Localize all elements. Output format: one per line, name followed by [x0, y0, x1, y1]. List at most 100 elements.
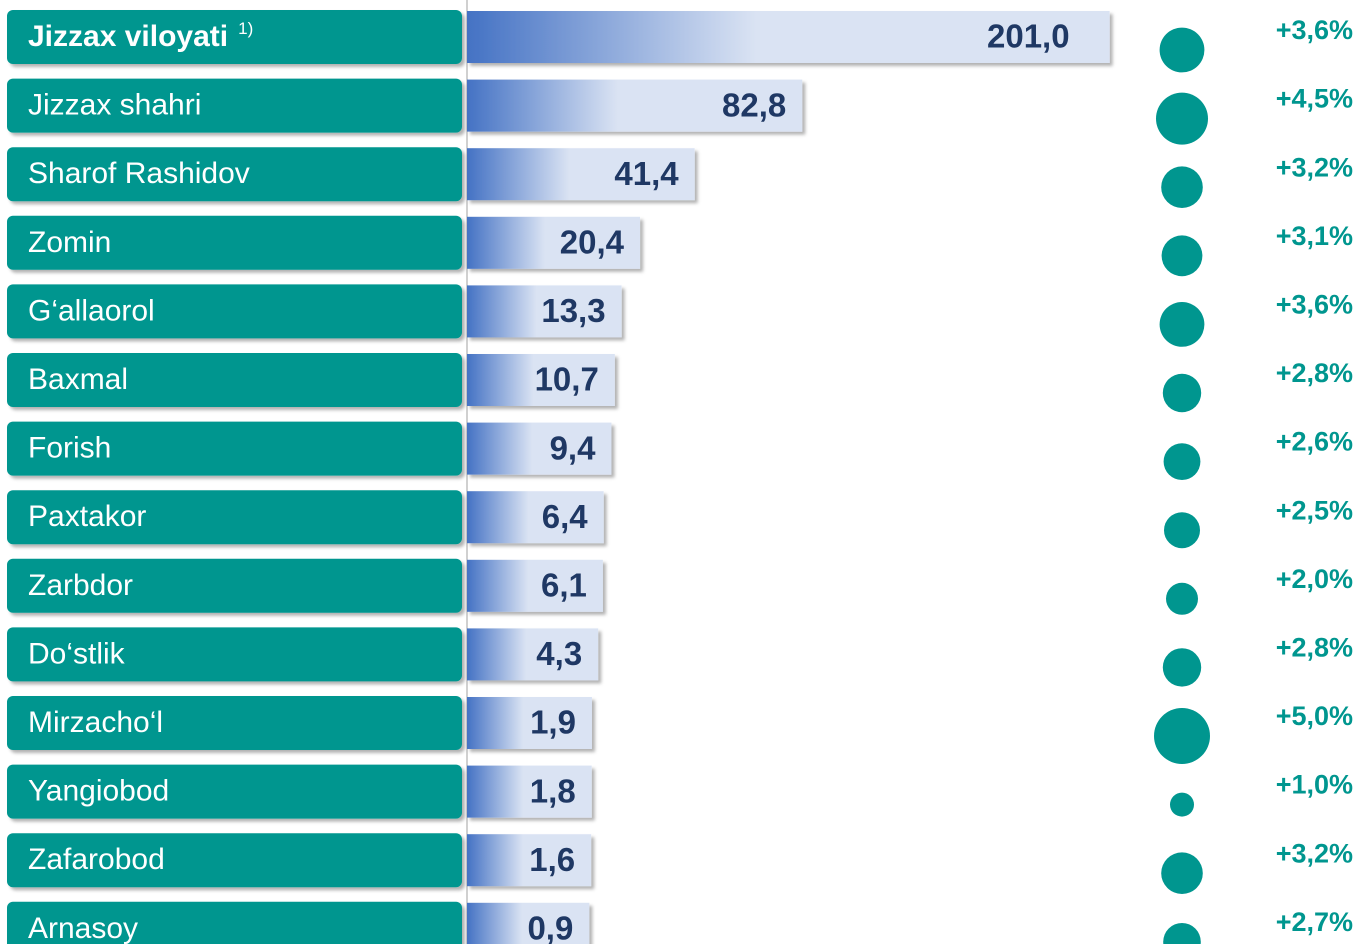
- value-label: 6,4: [542, 498, 589, 535]
- category-label: Sharof Rashidov: [28, 157, 250, 190]
- change-bubble: [1170, 792, 1194, 817]
- category-text: G‘allaorol: [28, 294, 155, 327]
- change-bubble: [1159, 302, 1205, 347]
- change-label: +2,6%: [1276, 427, 1353, 457]
- change-bubble: [1161, 852, 1203, 894]
- change-label: +1,0%: [1276, 770, 1353, 800]
- value-label: 1,8: [530, 772, 576, 809]
- value-label: 41,4: [614, 155, 679, 192]
- category-label: Mirzacho‘l: [28, 706, 163, 739]
- category-label: Zomin: [28, 226, 111, 259]
- bar: [467, 285, 622, 338]
- change-bubble: [1162, 648, 1202, 687]
- bar: [467, 11, 1110, 63]
- change-label: +2,8%: [1276, 358, 1353, 388]
- value-label: 10,7: [535, 361, 599, 398]
- bar: [467, 834, 592, 887]
- change-bubble: [1162, 373, 1202, 413]
- category-text: Mirzacho‘l: [28, 706, 163, 739]
- change-label: +2,0%: [1276, 564, 1353, 594]
- change-bubble: [1163, 443, 1201, 480]
- category-text: Arnasoy: [28, 912, 138, 944]
- value-label: 20,4: [560, 224, 625, 261]
- category-box: [7, 764, 462, 819]
- value-label: 82,8: [722, 86, 786, 123]
- category-box: [7, 78, 462, 133]
- change-bubble: [1166, 582, 1198, 615]
- change-label: +2,7%: [1276, 907, 1353, 937]
- category-box: [7, 284, 462, 339]
- change-label: +3,2%: [1276, 152, 1353, 182]
- category-label: Zafarobod: [28, 843, 165, 876]
- change-label: +2,8%: [1276, 633, 1353, 663]
- bar: [467, 902, 590, 949]
- category-label: Paxtakor: [28, 500, 146, 533]
- category-text: Jizzax viloyati: [28, 20, 228, 53]
- category-label: Forish: [28, 432, 111, 465]
- category-box: [7, 10, 462, 64]
- category-text: Do‘stlik: [28, 637, 126, 670]
- bar: [467, 148, 695, 201]
- value-label: 13,3: [541, 292, 605, 329]
- change-bubble: [1156, 92, 1208, 145]
- category-label: Do‘stlik: [28, 637, 126, 670]
- category-text: Yangiobod: [28, 775, 169, 808]
- value-label: 0,9: [527, 910, 573, 944]
- value-label: 201,0: [987, 18, 1070, 55]
- category-text: Jizzax shahri: [28, 89, 201, 122]
- change-label: +5,0%: [1276, 701, 1353, 731]
- category-label: Baxmal: [28, 363, 128, 396]
- value-label: 1,6: [529, 841, 575, 878]
- bar: [467, 79, 803, 132]
- value-label: 6,1: [541, 567, 587, 604]
- change-label: +3,6%: [1276, 290, 1353, 320]
- bar: [467, 628, 599, 681]
- change-label: +4,5%: [1276, 84, 1353, 114]
- bar: [467, 765, 592, 818]
- category-box: [7, 353, 462, 407]
- category-box: [7, 421, 462, 476]
- bar: [467, 422, 612, 475]
- change-bubble: [1161, 166, 1203, 208]
- change-bubble: [1161, 235, 1203, 277]
- category-box: [7, 558, 462, 613]
- category-box: [7, 147, 462, 202]
- value-label: 1,9: [530, 704, 576, 741]
- category-text: Zarbdor: [28, 569, 133, 602]
- value-label: 4,3: [536, 635, 582, 672]
- change-label: +2,5%: [1276, 495, 1353, 525]
- category-text: Zomin: [28, 226, 111, 259]
- change-bubble: [1159, 27, 1205, 73]
- bar: [467, 216, 641, 269]
- bar: [467, 559, 603, 612]
- change-bubble: [1163, 923, 1201, 949]
- change-label: +3,6%: [1276, 15, 1353, 45]
- bar: [467, 354, 615, 406]
- category-box: [7, 833, 462, 888]
- category-label: Jizzax shahri: [28, 89, 201, 122]
- category-box: [7, 901, 462, 949]
- category-text: Forish: [28, 432, 111, 465]
- category-box: [7, 215, 462, 270]
- bar: [467, 491, 604, 544]
- value-label: 9,4: [550, 429, 597, 466]
- change-label: +3,2%: [1276, 838, 1353, 868]
- change-bubble: [1154, 708, 1210, 764]
- category-label: Jizzax viloyati 1): [28, 19, 253, 52]
- category-text: Zafarobod: [28, 843, 165, 876]
- category-label: Arnasoy: [28, 912, 138, 944]
- category-text: Paxtakor: [28, 500, 146, 533]
- change-bubble: [1164, 512, 1200, 549]
- bar: [467, 697, 592, 749]
- category-text: Baxmal: [28, 363, 128, 396]
- category-label: Zarbdor: [28, 569, 133, 602]
- category-text: Sharof Rashidov: [28, 157, 250, 190]
- change-label: +3,1%: [1276, 221, 1353, 251]
- category-label: Yangiobod: [28, 775, 169, 808]
- category-box: [7, 627, 462, 682]
- category-label: G‘allaorol: [28, 294, 155, 327]
- category-box: [7, 490, 462, 545]
- footnote-marker: 1): [238, 19, 253, 38]
- category-box: [7, 696, 462, 750]
